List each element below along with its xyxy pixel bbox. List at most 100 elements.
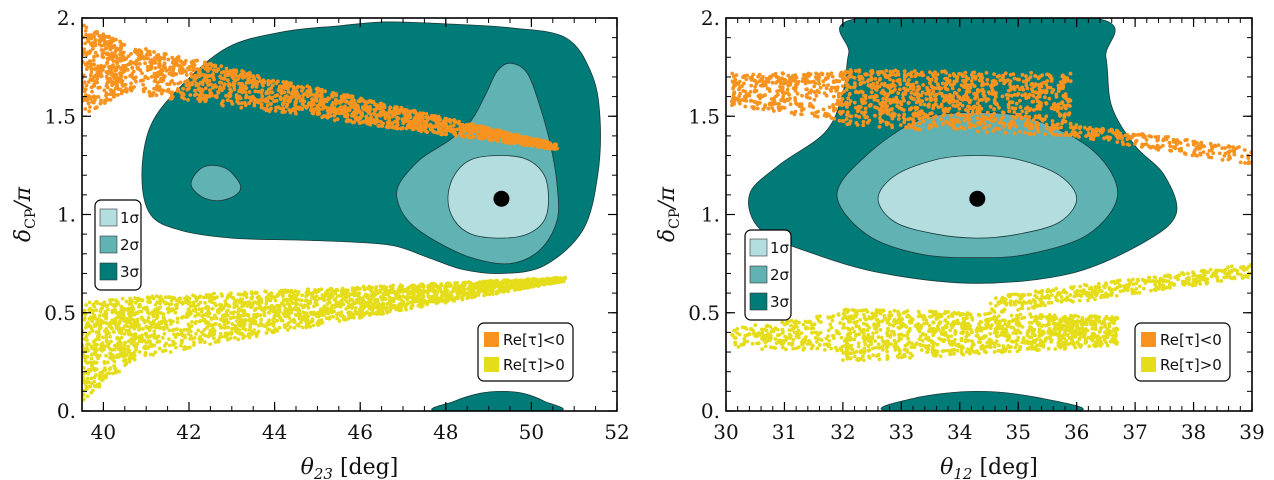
data-point xyxy=(90,89,94,94)
data-point xyxy=(159,79,164,84)
data-point xyxy=(212,336,216,341)
data-point xyxy=(193,321,198,326)
data-point xyxy=(501,279,506,283)
data-point xyxy=(533,141,538,146)
data-point xyxy=(486,133,490,138)
data-point xyxy=(826,112,830,116)
data-point xyxy=(269,291,273,295)
data-point xyxy=(141,82,146,87)
data-point xyxy=(491,292,495,296)
data-point xyxy=(522,137,526,141)
data-point xyxy=(273,298,278,303)
y-tick-label: 0. xyxy=(57,399,76,423)
data-point xyxy=(110,371,115,376)
data-point xyxy=(187,302,191,306)
data-point xyxy=(732,74,736,79)
data-point xyxy=(124,86,128,91)
data-point xyxy=(379,112,383,116)
data-point xyxy=(86,371,90,376)
data-point xyxy=(126,54,131,59)
data-point xyxy=(235,300,240,304)
data-point xyxy=(176,81,181,86)
data-point xyxy=(341,297,345,302)
data-point xyxy=(210,63,215,68)
data-point xyxy=(137,323,141,328)
data-point xyxy=(225,308,230,313)
data-point xyxy=(138,56,143,60)
data-point xyxy=(89,62,93,67)
data-point xyxy=(225,70,230,75)
data-point xyxy=(270,90,275,95)
data-point xyxy=(92,313,97,318)
data-point xyxy=(741,75,745,80)
data-point xyxy=(277,325,282,330)
data-point xyxy=(267,318,271,323)
data-point xyxy=(200,82,205,86)
data-point xyxy=(140,339,145,344)
data-point xyxy=(94,373,98,377)
data-point xyxy=(354,306,358,310)
data-point xyxy=(90,367,94,371)
data-point xyxy=(421,111,426,116)
data-point xyxy=(262,98,267,103)
data-point xyxy=(373,102,377,107)
data-point xyxy=(408,114,413,119)
data-point xyxy=(287,302,291,307)
data-point xyxy=(296,84,300,89)
data-point xyxy=(244,86,249,91)
data-point xyxy=(94,30,98,34)
data-point xyxy=(514,134,519,139)
data-point xyxy=(270,95,275,100)
data-point xyxy=(269,106,273,111)
legend-swatch xyxy=(99,235,118,254)
data-point xyxy=(310,108,315,113)
data-point xyxy=(86,348,90,353)
data-point xyxy=(89,36,94,41)
data-point xyxy=(354,293,358,297)
data-point xyxy=(225,98,230,102)
data-point xyxy=(321,114,326,119)
data-point xyxy=(366,121,370,125)
data-point xyxy=(167,328,172,333)
data-point xyxy=(87,94,91,99)
data-point xyxy=(802,76,806,80)
data-point xyxy=(458,132,462,136)
data-point xyxy=(248,74,253,79)
data-point xyxy=(203,62,207,66)
data-point xyxy=(259,297,263,301)
data-point xyxy=(247,101,252,106)
data-point xyxy=(351,315,356,320)
data-point xyxy=(330,94,335,99)
data-point xyxy=(126,328,131,333)
data-point xyxy=(511,279,516,283)
data-point xyxy=(304,105,309,110)
data-point xyxy=(223,299,228,304)
data-point xyxy=(145,309,150,314)
data-point xyxy=(861,119,866,124)
data-point xyxy=(360,120,365,124)
data-point xyxy=(195,312,200,316)
data-point xyxy=(226,293,231,298)
data-point xyxy=(453,283,458,287)
data-point xyxy=(294,89,298,93)
data-point xyxy=(753,85,757,89)
data-point xyxy=(406,290,411,295)
plot-area xyxy=(82,21,601,411)
data-point xyxy=(233,68,238,73)
data-point xyxy=(362,304,366,308)
data-point xyxy=(460,127,465,132)
data-point xyxy=(415,294,420,299)
data-point xyxy=(88,73,93,78)
data-point xyxy=(232,301,237,306)
data-point xyxy=(340,286,345,291)
data-point xyxy=(115,61,120,66)
data-point xyxy=(182,345,187,350)
data-point xyxy=(164,295,168,300)
data-point xyxy=(112,43,117,48)
data-point xyxy=(1020,72,1025,77)
data-point xyxy=(119,354,123,358)
data-point xyxy=(277,304,282,309)
data-point xyxy=(113,68,118,73)
data-point xyxy=(392,106,397,111)
data-point xyxy=(242,309,247,313)
